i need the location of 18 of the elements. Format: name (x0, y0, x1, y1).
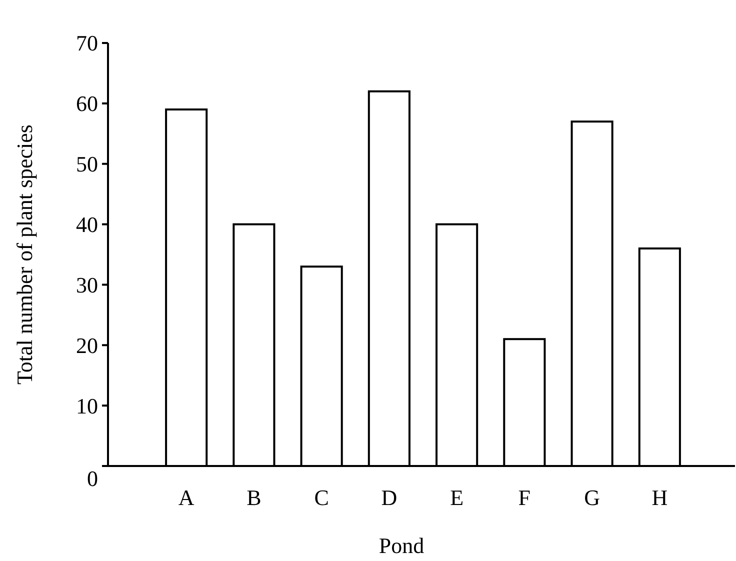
y-tick-label: 20 (76, 332, 98, 358)
x-tick-label: H (652, 485, 668, 510)
y-tick-label: 10 (76, 393, 98, 418)
x-tick-label: G (584, 485, 600, 510)
x-tick-label: C (314, 485, 329, 510)
y-axis-title: Total number of plant species (12, 124, 37, 384)
y-tick-label: 70 (76, 30, 98, 56)
x-tick-label: F (518, 485, 531, 510)
y-tick-label: 30 (76, 272, 98, 298)
x-tick-label: B (246, 485, 262, 510)
y-tick-label: 50 (76, 152, 98, 177)
y-tick-label: 40 (76, 212, 98, 237)
x-tick-label: A (178, 485, 194, 510)
x-tick-label: D (381, 485, 398, 510)
x-axis-title: Pond (378, 533, 424, 558)
x-tick-label: E (450, 485, 464, 510)
y-tick-label: 60 (76, 91, 98, 116)
y-tick-label: 0 (87, 466, 98, 491)
